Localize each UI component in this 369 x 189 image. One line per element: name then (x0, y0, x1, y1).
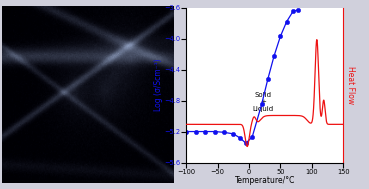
X-axis label: Temperature/°C: Temperature/°C (235, 176, 295, 185)
Text: Solid
+
Liquid: Solid + Liquid (252, 92, 273, 112)
Y-axis label: Heat Flow: Heat Flow (346, 66, 355, 104)
Y-axis label: Log (σ/Scm⁻¹): Log (σ/Scm⁻¹) (154, 59, 163, 111)
